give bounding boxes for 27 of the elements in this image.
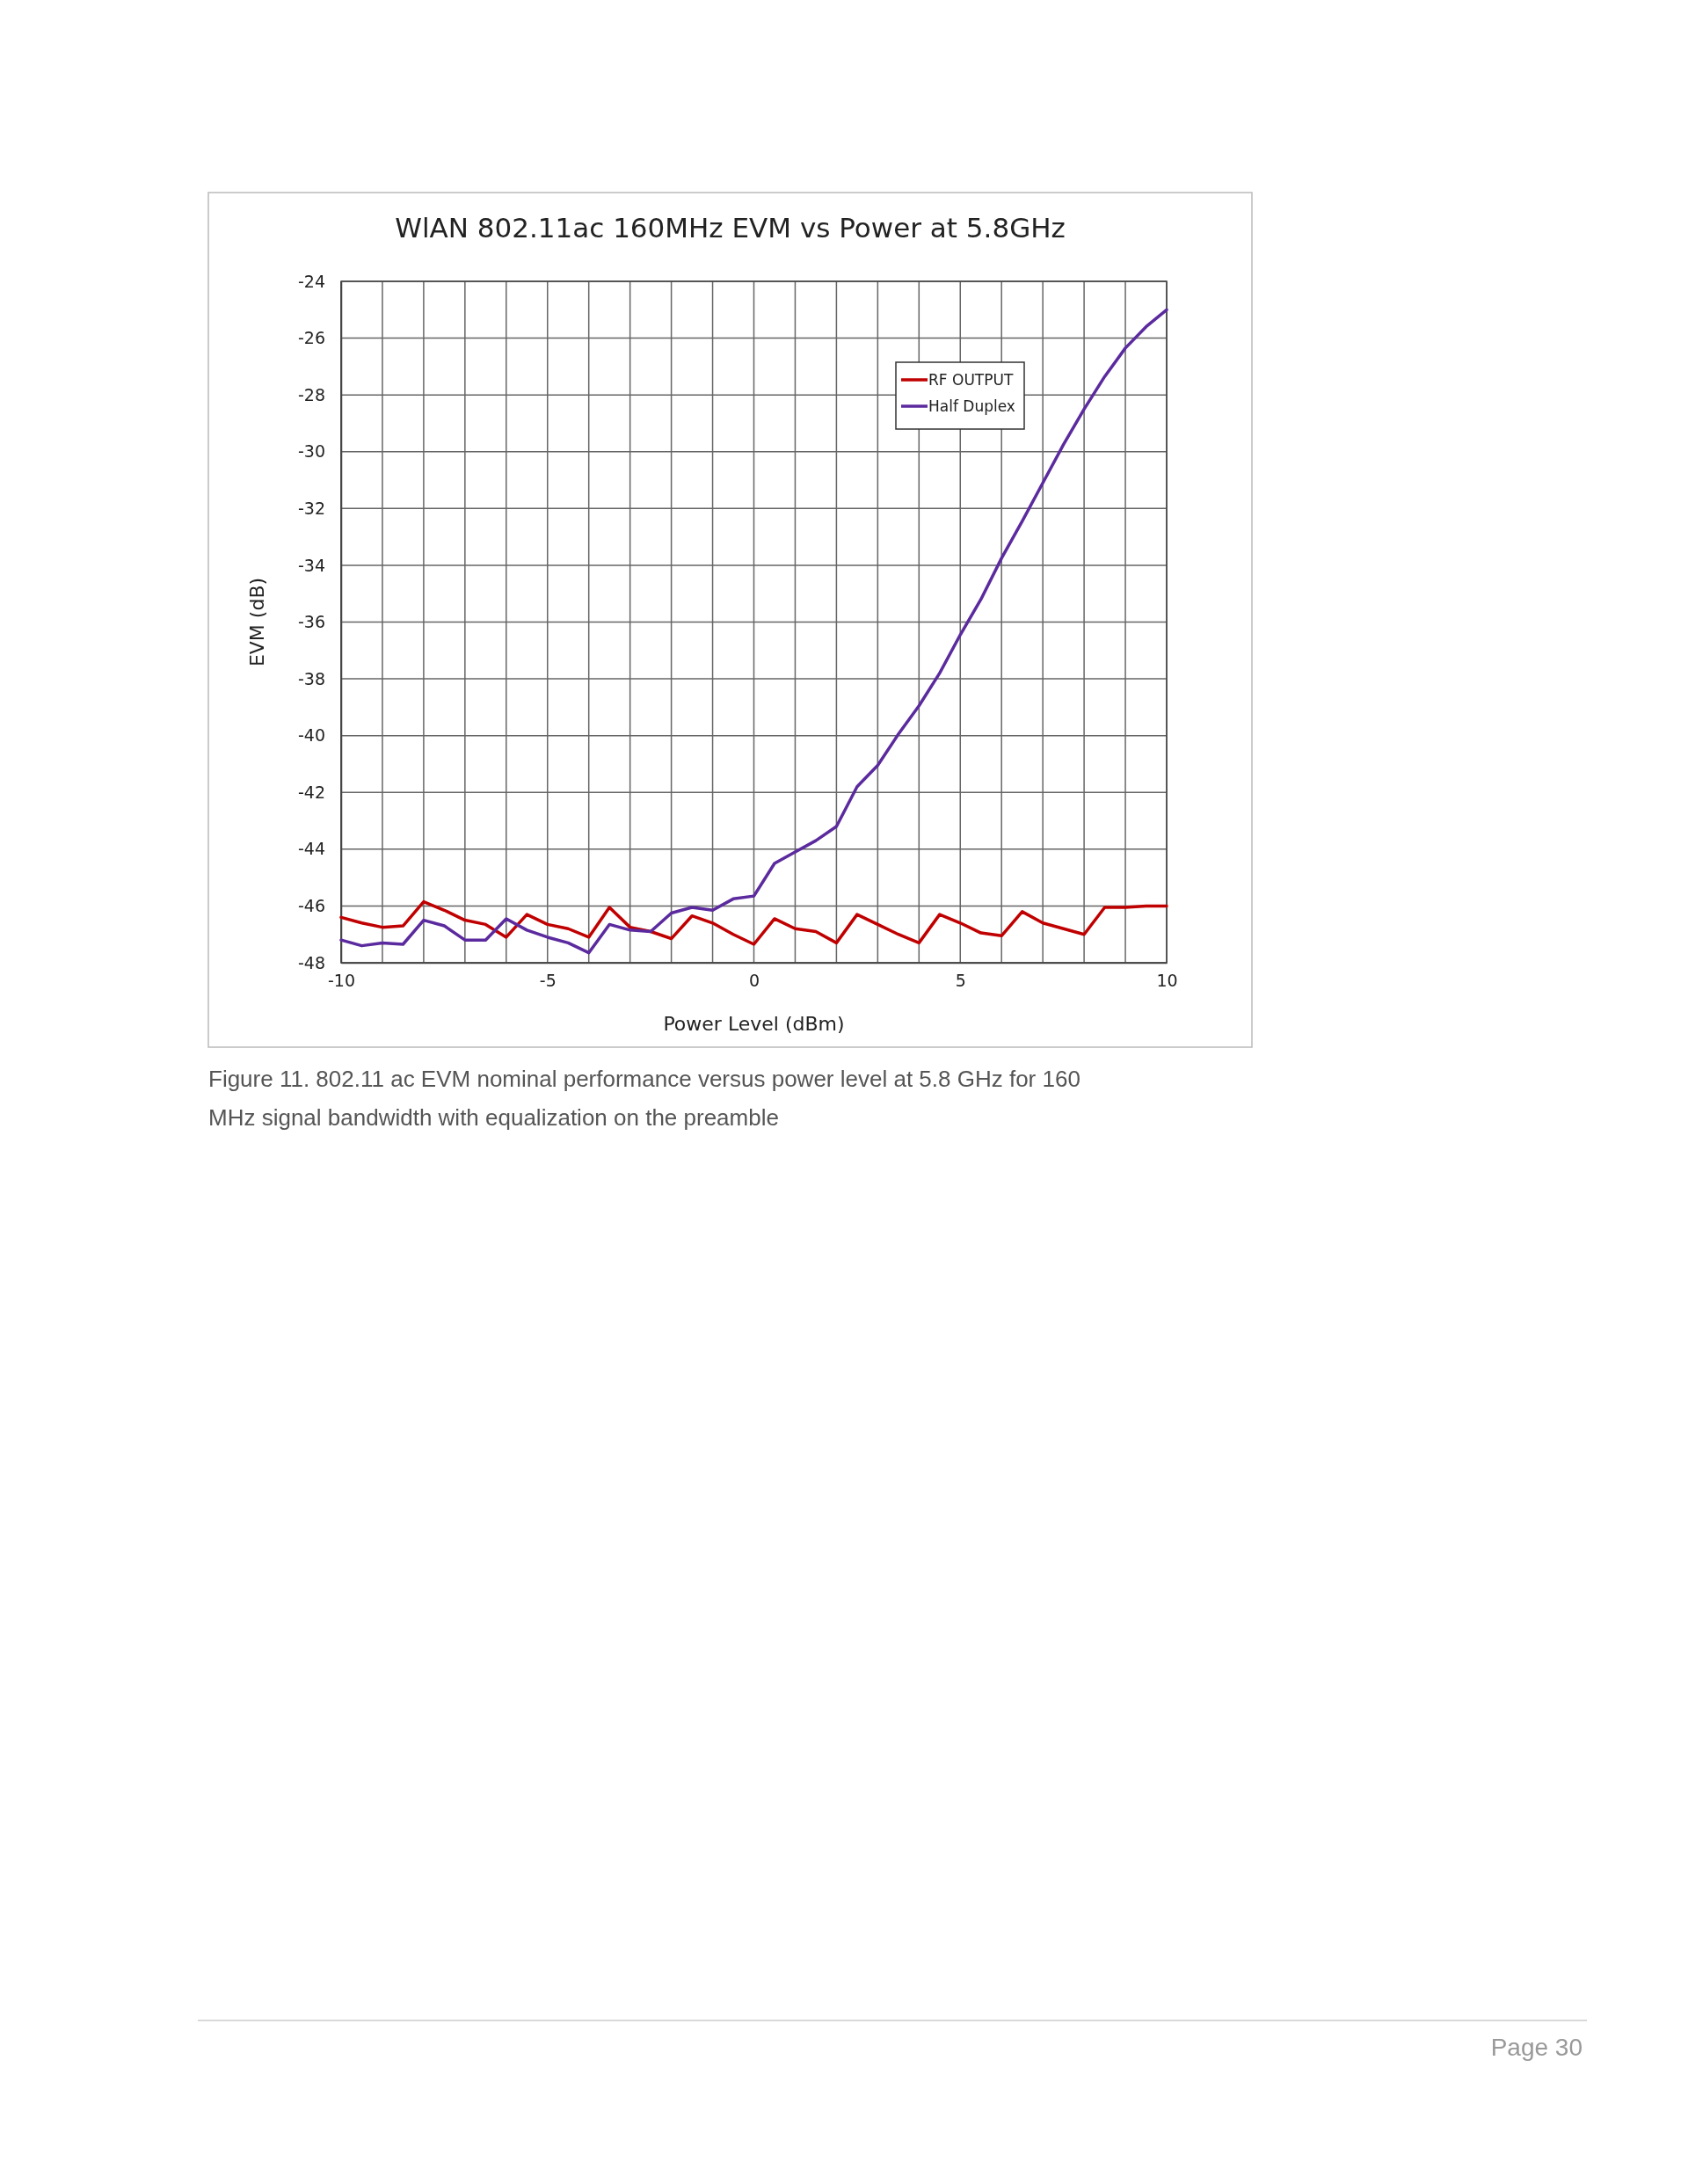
y-tick-label: -46	[297, 896, 325, 915]
y-tick-label: -44	[297, 839, 325, 859]
y-tick-label: -30	[297, 441, 325, 462]
x-tick-label: 0	[748, 971, 760, 991]
text: Page 30	[1490, 2034, 1582, 2061]
y-tick-label: -26	[297, 328, 325, 348]
line-series	[339, 899, 1168, 946]
x-axis-title: Power Level (dBm)	[663, 1013, 845, 1035]
x-tick-label: 10	[1156, 971, 1178, 991]
y-axis-title: EVM (dB)	[246, 577, 268, 667]
y-tick-label: -42	[297, 782, 325, 802]
y-tick-label: -36	[297, 612, 325, 632]
y-tick-label: -48	[297, 952, 325, 972]
line-series	[339, 308, 1168, 955]
x-tick-label: -10	[327, 971, 356, 991]
legend-label: Half Duplex	[928, 397, 1015, 415]
caption: Figure 11. 802.11 ac EVM nominal performance versus power level at 5.8 GHz for 160 MHz signal bandwidth with equalization on the preamble	[208, 1065, 1081, 1132]
y-tick-label: -40	[297, 725, 325, 746]
y-tick-label: -24	[297, 271, 325, 291]
y-tick-label: -28	[297, 384, 325, 404]
chart-title: WlAN 802.11ac 160MHz EVM vs Power at 5.8GHz	[395, 212, 1066, 244]
legend-label: RF OUTPUT	[928, 371, 1014, 389]
x-tick-label: -5	[539, 971, 557, 991]
y-tick-label: -34	[297, 555, 325, 575]
y-tick-label: -32	[297, 498, 325, 518]
x-tick-label: 5	[955, 971, 966, 991]
y-tick-label: -38	[297, 668, 325, 688]
